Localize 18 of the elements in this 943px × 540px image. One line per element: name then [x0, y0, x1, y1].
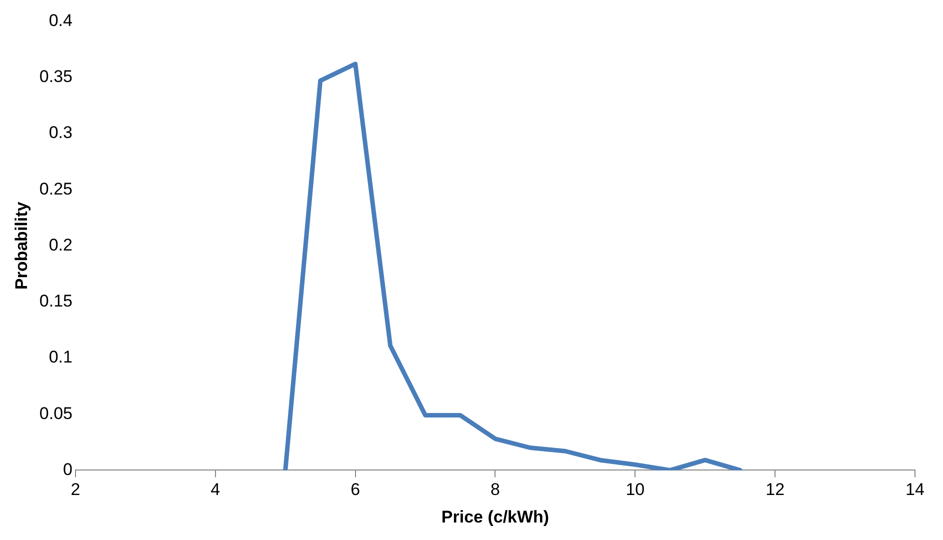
y-tick-label: 0.2 — [48, 235, 72, 254]
x-tick-label: 4 — [210, 480, 220, 500]
x-tick-label: 12 — [766, 480, 785, 500]
y-tick-label: 0.35 — [39, 67, 72, 86]
y-tick-label: 0.15 — [39, 292, 72, 311]
x-axis-title: Price (c/kWh) — [441, 507, 550, 526]
x-tick-label: 2 — [70, 480, 80, 500]
y-axis-title: Probability — [12, 201, 31, 290]
y-tick-label: 0.1 — [48, 348, 72, 367]
x-tick-label: 8 — [490, 480, 500, 500]
y-tick-label: 0.3 — [48, 123, 72, 142]
x-tick-label: 14 — [906, 480, 924, 500]
y-tick-label: 0.25 — [39, 179, 72, 198]
y-tick-label: 0.05 — [39, 404, 72, 423]
y-tick-label: 0 — [63, 460, 72, 479]
x-tick-label: 10 — [626, 480, 645, 500]
x-tick-label: 6 — [350, 480, 360, 500]
y-tick-label: 0.4 — [48, 10, 72, 30]
